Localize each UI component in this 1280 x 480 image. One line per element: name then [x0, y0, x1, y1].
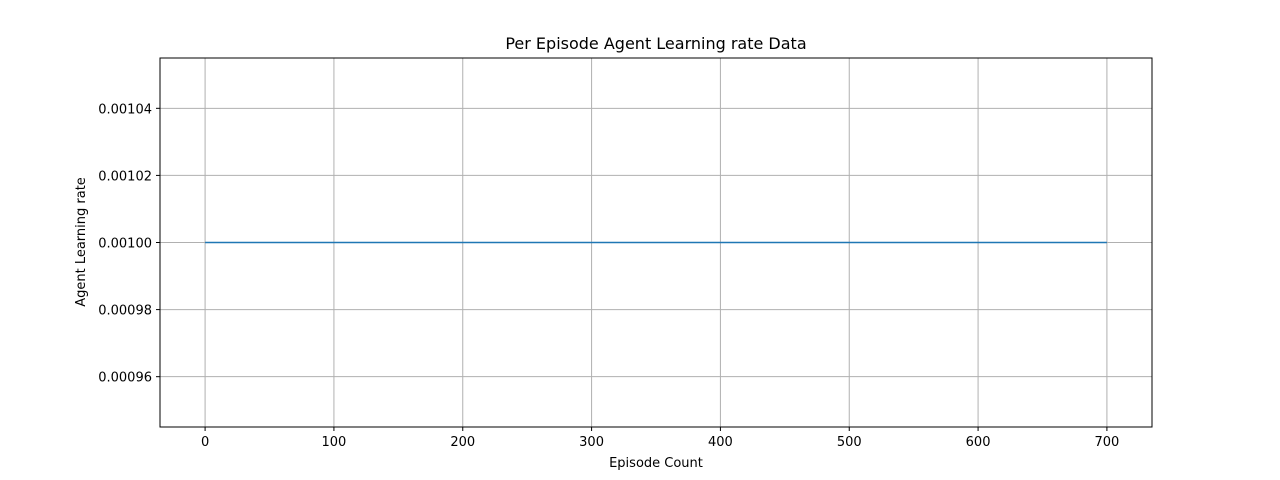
x-tick-label: 400 — [708, 435, 733, 450]
y-tick-label: 0.00096 — [98, 371, 152, 386]
x-tick-label: 500 — [837, 435, 862, 450]
chart-title: Per Episode Agent Learning rate Data — [505, 34, 806, 53]
y-tick-label: 0.00104 — [98, 102, 152, 117]
x-tick-label: 600 — [966, 435, 991, 450]
y-tick-label: 0.00100 — [98, 237, 152, 252]
x-tick-label: 700 — [1094, 435, 1119, 450]
y-tick-label: 0.00102 — [98, 169, 152, 184]
x-axis-label: Episode Count — [609, 456, 703, 471]
y-axis-label: Agent Learning rate — [74, 177, 89, 307]
x-tick-label: 200 — [450, 435, 475, 450]
x-tick-label: 0 — [201, 435, 209, 450]
x-tick-label: 300 — [579, 435, 604, 450]
y-axis: 0.00096 0.00098 0.00100 0.00102 0.00104 — [98, 102, 160, 386]
x-axis: 0 100 200 300 400 500 600 700 — [201, 427, 1119, 450]
x-tick-label: 100 — [322, 435, 347, 450]
y-tick-label: 0.00098 — [98, 304, 152, 319]
